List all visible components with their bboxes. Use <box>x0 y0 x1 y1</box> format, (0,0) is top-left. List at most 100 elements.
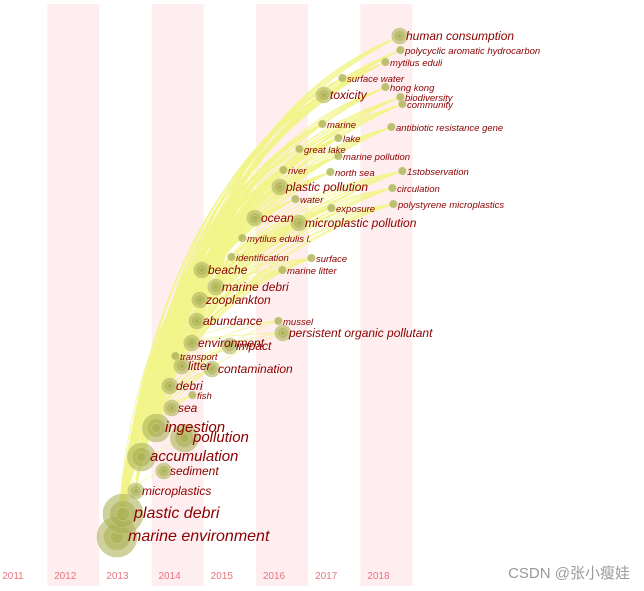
keyword-label-7: sea <box>178 401 198 415</box>
keyword-label-39: antibiotic resistance gene <box>396 123 503 134</box>
link-182 <box>215 170 403 288</box>
keyword-label-32: river <box>288 166 307 177</box>
link-297 <box>191 35 400 344</box>
keyword-label-21: marine litter <box>287 266 337 277</box>
keyword-label-27: exposure <box>336 204 375 215</box>
link-295 <box>155 35 400 429</box>
keyword-label-42: biodiversity <box>405 93 454 104</box>
keyword-label-26: microplastic pollution <box>305 216 417 230</box>
keyword-node-13 <box>183 334 201 352</box>
link-181 <box>196 170 403 322</box>
keyword-node-23 <box>307 253 316 263</box>
year-label-2017: 2017 <box>315 571 338 582</box>
keyword-label-22: identification <box>236 253 289 264</box>
keyword-node-5 <box>170 423 199 453</box>
keyword-label-5: pollution <box>192 429 249 446</box>
keyword-label-4: accumulation <box>150 448 238 465</box>
keyword-node-40 <box>315 86 333 104</box>
keyword-nodes <box>96 27 409 558</box>
link-180 <box>191 170 403 344</box>
keyword-label-1: plastic debri <box>133 505 220 522</box>
keyword-label-20: beache <box>208 263 248 277</box>
keyword-node-30 <box>271 178 289 196</box>
year-label-2016: 2016 <box>263 571 286 582</box>
keyword-node-12 <box>171 351 180 361</box>
keyword-label-16: abundance <box>203 314 263 328</box>
keyword-node-20 <box>193 261 211 279</box>
year-label-2014: 2014 <box>158 571 181 582</box>
link-179 <box>169 170 403 387</box>
keyword-label-38: marine <box>327 120 356 131</box>
link-251 <box>169 96 401 387</box>
keyword-label-6: ingestion <box>165 419 225 436</box>
link-245 <box>215 103 403 288</box>
keyword-label-29: water <box>300 195 324 206</box>
keyword-node-44 <box>338 73 347 83</box>
keyword-label-45: mytilus eduli <box>390 58 443 69</box>
keyword-label-13: environment <box>198 336 265 350</box>
keyword-node-46 <box>396 45 405 55</box>
keyword-node-19 <box>207 278 225 296</box>
keyword-label-37: lake <box>343 134 360 145</box>
keyword-node-3 <box>155 462 173 480</box>
link-253 <box>196 96 401 322</box>
link-250 <box>155 96 401 429</box>
keyword-node-9 <box>161 377 179 395</box>
keyword-node-16 <box>188 312 206 330</box>
keyword-node-28 <box>389 199 398 209</box>
keyword-node-7 <box>163 399 181 417</box>
keyword-label-11: litter <box>188 359 212 373</box>
keyword-node-10 <box>203 360 221 378</box>
link-223 <box>155 126 392 429</box>
keyword-label-30: plastic pollution <box>285 180 368 194</box>
keyword-node-29 <box>291 194 300 204</box>
link-254 <box>215 96 401 288</box>
link-262 <box>196 86 386 322</box>
keyword-label-3: sediment <box>170 464 219 478</box>
keyword-labels: marine environment plastic debri microplas… <box>128 29 540 545</box>
keyword-label-44: surface water <box>347 74 405 85</box>
keyword-label-47: human consumption <box>406 29 514 43</box>
year-axis: 2011 2012 2013 2014 2015 2016 2017 2018 <box>2 571 390 582</box>
year-band-2012 <box>47 4 100 586</box>
keyword-node-36 <box>295 144 304 154</box>
link-291 <box>116 35 401 538</box>
keyword-node-1 <box>102 493 144 535</box>
keyword-node-38 <box>318 119 327 129</box>
keyword-node-22 <box>227 252 236 262</box>
keyword-node-21 <box>278 265 287 275</box>
keyword-label-12: transport <box>180 352 218 363</box>
keyword-node-37 <box>334 133 343 143</box>
keyword-label-8: fish <box>197 391 212 402</box>
keyword-label-19: marine debri <box>222 280 289 294</box>
keyword-node-4 <box>127 442 156 472</box>
link-290 <box>215 49 401 288</box>
keyword-node-31 <box>388 183 397 193</box>
keyword-node-25 <box>246 209 264 227</box>
keyword-label-0: marine environment <box>128 528 270 545</box>
keyword-label-9: debri <box>176 379 203 393</box>
keyword-label-23: surface <box>316 254 347 265</box>
keyword-label-35: marine pollution <box>343 152 410 163</box>
keyword-label-33: north sea <box>335 168 375 179</box>
year-label-2013: 2013 <box>106 571 129 582</box>
keyword-node-6 <box>142 413 171 443</box>
year-label-2012: 2012 <box>54 571 77 582</box>
year-label-2011: 2011 <box>2 571 24 582</box>
year-label-2018: 2018 <box>367 571 390 582</box>
link-299 <box>215 35 400 288</box>
keyword-label-31: circulation <box>397 184 440 195</box>
link-31 <box>169 332 283 387</box>
keyword-node-14 <box>221 337 239 355</box>
watermark: CSDN @张小瘦娃 <box>508 565 630 582</box>
keyword-label-25: ocean <box>261 211 294 225</box>
keyword-node-45 <box>381 57 390 67</box>
keyword-node-39 <box>387 122 396 132</box>
link-242 <box>169 103 403 387</box>
keyword-node-11 <box>173 357 191 375</box>
keyword-label-10: contamination <box>218 362 293 376</box>
keyword-node-32 <box>279 165 288 175</box>
keyword-label-2: microplastics <box>142 484 211 498</box>
keyword-label-43: hong kong <box>390 83 435 94</box>
